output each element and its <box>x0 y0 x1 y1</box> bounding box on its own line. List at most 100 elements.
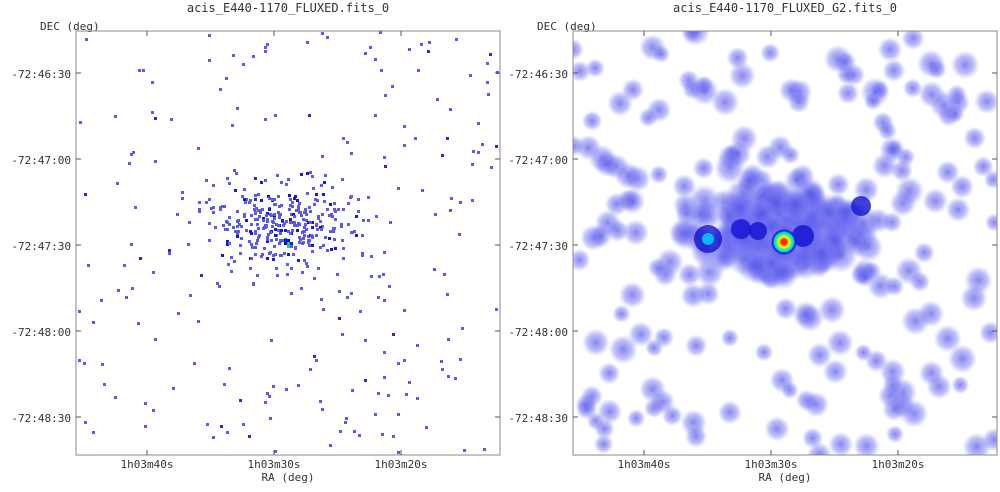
event-pixel <box>403 359 406 362</box>
event-pixel <box>283 252 286 255</box>
event-pixel <box>287 242 290 245</box>
event-pixel <box>383 299 386 302</box>
event-pixel <box>291 201 294 204</box>
event-pixel <box>330 213 333 216</box>
event-pixel <box>397 187 400 190</box>
event-pixel <box>253 208 256 211</box>
event-pixel <box>83 362 86 365</box>
event-pixel <box>228 182 231 185</box>
emission-blob <box>945 196 971 223</box>
event-pixel <box>297 259 300 262</box>
event-pixel <box>253 204 256 207</box>
event-pixel <box>240 237 243 240</box>
emission-blob <box>622 219 650 246</box>
event-pixel <box>212 436 215 439</box>
event-pixel <box>226 177 229 180</box>
event-pixel <box>397 413 400 416</box>
event-pixel <box>271 198 274 201</box>
event-pixel <box>277 229 280 232</box>
event-pixel <box>342 137 345 140</box>
emission-blob <box>774 297 798 321</box>
event-pixel <box>378 275 381 278</box>
event-pixel <box>252 283 255 286</box>
event-pixel <box>346 141 349 144</box>
event-pixel <box>289 232 292 235</box>
event-pixel <box>250 243 253 246</box>
event-pixel <box>264 224 267 227</box>
event-pixel <box>342 247 345 250</box>
event-pixel <box>277 211 280 214</box>
event-pixel <box>425 426 428 429</box>
event-pixel <box>297 208 300 211</box>
emission-knot <box>731 219 751 239</box>
event-pixel <box>295 209 298 212</box>
event-pixel <box>280 181 283 184</box>
event-pixel <box>239 244 242 247</box>
event-pixel <box>270 214 273 217</box>
event-pixel <box>231 124 234 127</box>
event-pixel <box>433 268 436 271</box>
emission-blob <box>754 342 774 362</box>
event-pixel <box>261 208 264 211</box>
event-pixel <box>292 221 295 224</box>
event-pixel <box>87 264 90 267</box>
event-pixel <box>264 401 267 404</box>
event-pixel <box>227 263 230 266</box>
event-pixel <box>381 433 384 436</box>
emission-blob <box>672 173 697 199</box>
event-pixel <box>290 213 293 216</box>
emission-blob <box>974 88 997 115</box>
emission-blob <box>573 38 584 61</box>
bright-source <box>771 229 797 255</box>
event-pixel <box>364 379 367 382</box>
event-pixel <box>440 360 443 363</box>
event-pixel <box>258 215 261 218</box>
emission-blob <box>885 424 905 444</box>
event-pixel <box>486 62 489 65</box>
event-pixel <box>471 163 474 166</box>
event-pixel <box>321 225 324 228</box>
emission-blob <box>593 434 614 455</box>
event-pixel <box>239 252 242 255</box>
event-pixel <box>266 43 269 46</box>
event-pixel <box>287 253 290 256</box>
event-pixel <box>292 253 295 256</box>
event-pixel <box>278 214 281 217</box>
event-pixel <box>266 220 269 223</box>
event-pixel <box>260 181 263 184</box>
tick-marks <box>76 31 500 455</box>
event-pixel <box>321 408 324 411</box>
event-pixel <box>338 290 341 293</box>
emission-blob <box>909 271 931 293</box>
emission-blob <box>951 375 970 395</box>
event-pixel <box>287 239 290 242</box>
event-pixel <box>243 215 246 218</box>
emission-blob <box>871 152 898 179</box>
event-pixel <box>449 209 452 212</box>
y-tick-label: -72:47:30 <box>508 240 568 253</box>
event-pixel <box>397 362 400 365</box>
emission-blob <box>853 232 884 263</box>
event-pixel <box>290 242 293 245</box>
event-pixel <box>206 423 209 426</box>
event-pixel <box>403 125 406 128</box>
event-pixel <box>308 244 311 247</box>
x-axis-label: RA (deg) <box>759 471 812 484</box>
emission-blob <box>682 31 703 43</box>
tick-marks <box>573 31 997 455</box>
event-pixel <box>447 375 450 378</box>
event-pixel <box>290 245 293 248</box>
event-pixel <box>416 344 419 347</box>
event-pixel <box>414 137 417 140</box>
event-pixel <box>293 197 296 200</box>
event-pixel <box>233 260 236 263</box>
emission-blob <box>877 120 898 141</box>
event-pixel <box>243 188 246 191</box>
event-pixel <box>249 230 252 233</box>
event-pixel <box>290 292 293 295</box>
event-pixel <box>436 98 439 101</box>
event-pixel <box>315 234 318 237</box>
event-pixel <box>286 273 289 276</box>
event-pixel <box>391 85 394 88</box>
event-pixel <box>286 263 289 266</box>
